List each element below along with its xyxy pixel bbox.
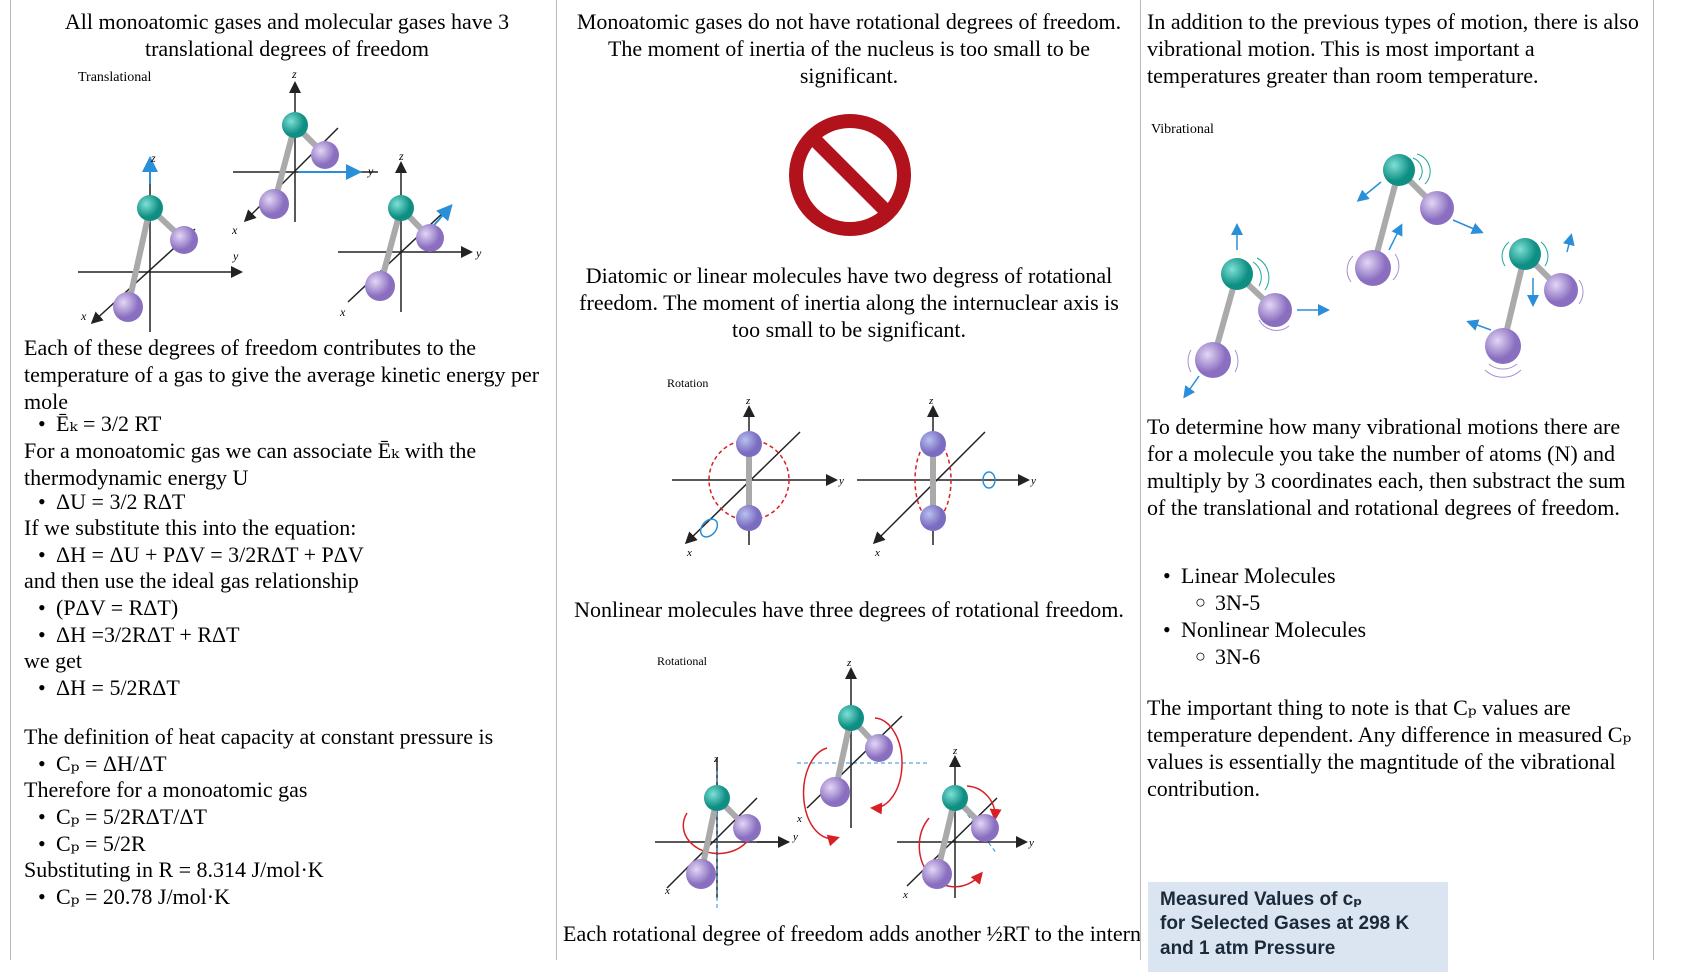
col1-bullet-9: Cₚ = 5/2R (38, 830, 146, 857)
svg-text:z: z (745, 395, 751, 407)
col1-bullet-2: ΔU = 3/2 RΔT (38, 488, 185, 515)
col1-p6: The definition of heat capacity at const… (24, 724, 494, 749)
column-vibrational: In addition to the previous types of mot… (1140, 0, 1648, 960)
svg-text:z: z (150, 151, 156, 165)
col1-bullet-8: Cₚ = 5/2RΔT/ΔT (38, 803, 207, 830)
svg-text:x: x (231, 223, 238, 237)
svg-text:y: y (1030, 475, 1036, 487)
col1-bullet-10: Cₚ = 20.78 J/mol·K (38, 883, 230, 910)
rotational-fig-label: Rotational (657, 654, 707, 668)
svg-text:x: x (664, 885, 670, 897)
col1-bullet-4: (PΔV = RΔT) (38, 594, 178, 621)
col1-bullet-6: ΔH = 5/2RΔT (38, 674, 180, 701)
svg-text:x: x (80, 309, 87, 323)
col3-p2: The important thing to note is that Cₚ v… (1147, 695, 1632, 801)
col3-list-sub-2: 3N-6 (1195, 643, 1260, 670)
col3-list-item-2: Nonlinear Molecules (1163, 616, 1366, 643)
svg-text:z: z (952, 745, 958, 757)
col2-nonlinear: Nonlinear molecules have three degrees o… (574, 597, 1124, 622)
rotation-fig-label: Rotation (667, 376, 709, 390)
col1-p7: Therefore for a monoatomic gas (24, 777, 308, 802)
vibrational-mol-left (1183, 223, 1330, 399)
column-translational: All monoatomic gases and molecular gases… (18, 0, 556, 960)
svg-text:y: y (367, 164, 374, 178)
cp-table-title-line-1: Measured Values of cₚ (1160, 889, 1363, 910)
page-frame (10, 0, 1654, 960)
svg-text:y: y (838, 475, 844, 487)
svg-text:x: x (874, 547, 880, 559)
cp-table-title-line-2: for Selected Gases at 298 K (1160, 913, 1410, 934)
vibrational-figure (1183, 153, 1584, 399)
rotation-diatomic-left: z y x (672, 395, 844, 559)
svg-text:z: z (291, 67, 297, 81)
svg-text:y: y (475, 246, 482, 260)
rotational-mol-middle: z y x (757, 658, 929, 848)
col1-p3: If we substitute this into the equation: (24, 515, 357, 540)
svg-text:x: x (902, 889, 908, 901)
col1-intro: All monoatomic gases and molecular gases… (64, 9, 510, 61)
col2-footer: Each rotational degree of freedom adds a… (563, 921, 1140, 946)
svg-text:y: y (792, 831, 798, 843)
svg-text:z: z (713, 753, 719, 765)
rotational-figure: z x z y x (655, 658, 1034, 908)
rotational-mol-right: z y x (897, 745, 1034, 901)
col2-diatomic: Diatomic or linear molecules have two de… (579, 263, 1119, 342)
svg-text:z: z (928, 395, 934, 407)
translational-mol-right: z y x (338, 149, 482, 319)
col3-p1: To determine how many vibrational motion… (1147, 414, 1626, 520)
col1-p1: Each of these degrees of freedom contrib… (24, 335, 540, 414)
rotation-figure: z y x z y x (672, 395, 1036, 559)
translational-mol-left: z y x (78, 151, 243, 332)
col2-intro: Monoatomic gases do not have rotational … (576, 9, 1122, 88)
translational-mol-middle: z y x (231, 67, 378, 237)
cp-table-caption: Measured Values of cₚ for Selected Gases… (1148, 882, 1448, 972)
col3-list-item-1: Linear Molecules (1163, 562, 1336, 589)
svg-text:x: x (339, 305, 346, 319)
svg-text:y: y (232, 249, 239, 263)
svg-text:x: x (796, 813, 802, 825)
col1-bullet-5: ΔH =3/2RΔT + RΔT (38, 621, 240, 648)
svg-text:y: y (1028, 837, 1034, 849)
svg-text:z: z (398, 149, 404, 163)
rotational-mol-left: z x (655, 753, 789, 908)
svg-text:x: x (686, 547, 692, 559)
col1-bullet-3: ΔH = ΔU + PΔV = 3/2RΔT + PΔV (38, 541, 364, 568)
col3-list-sub-1: 3N-5 (1195, 589, 1260, 616)
col1-p4: and then use the ideal gas relationship (24, 568, 359, 593)
col1-p2: For a monoatomic gas we can associate Ēₖ… (24, 438, 477, 490)
col3-intro: In addition to the previous types of mot… (1147, 9, 1639, 88)
col1-bullet-1: Ēₖ = 3/2 RT (38, 410, 161, 437)
translational-fig-label: Translational (78, 70, 152, 85)
col1-p8: Substituting in R = 8.314 J/mol·K (24, 857, 324, 882)
translational-figure: z y x z y x (78, 67, 482, 332)
col1-p5: we get (24, 648, 83, 673)
col1-bullet-7: Cₚ = ΔH/ΔT (38, 750, 167, 777)
svg-text:z: z (846, 658, 852, 669)
cp-table-title-line-3: and 1 atm Pressure (1160, 938, 1336, 959)
vibrational-mol-top (1346, 153, 1484, 286)
no-sign-icon (789, 114, 911, 236)
vibrational-fig-label: Vibrational (1151, 122, 1214, 137)
rotation-diatomic-right: z y x (857, 395, 1036, 559)
vibrational-mol-right (1466, 233, 1584, 378)
column-rotational: Monoatomic gases do not have rotational … (556, 0, 1140, 960)
